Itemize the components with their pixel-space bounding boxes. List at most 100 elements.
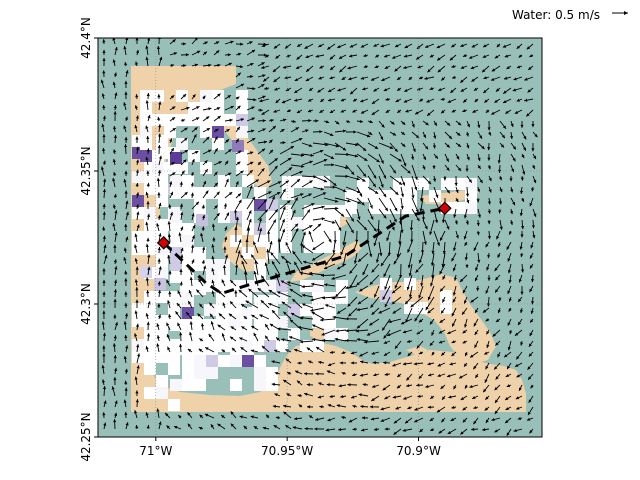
land-island-bar <box>290 240 362 282</box>
current-arrowhead <box>281 301 286 305</box>
current-arrowhead <box>518 298 522 302</box>
raster-cell <box>206 355 218 367</box>
current-arrowhead <box>305 55 309 59</box>
current-arrowhead <box>274 158 278 162</box>
current-arrowhead <box>530 385 534 389</box>
current-arrowhead <box>177 290 181 294</box>
current-arrowhead <box>113 149 117 153</box>
current-arrowhead <box>373 88 377 92</box>
current-arrowhead <box>262 426 267 430</box>
current-arrowhead <box>477 165 481 169</box>
current-arrowhead <box>180 247 184 252</box>
current-arrowhead <box>476 222 480 227</box>
current-arrowhead <box>296 56 300 60</box>
raster-cell <box>180 280 192 292</box>
current-arrowhead <box>272 125 276 130</box>
current-arrowhead <box>280 280 285 284</box>
raster-cell <box>194 247 206 259</box>
current-arrowhead <box>184 150 188 153</box>
current-arrowhead <box>114 210 118 214</box>
current-arrowhead <box>169 212 174 216</box>
current-arrowhead <box>380 44 384 48</box>
current-arrowhead <box>158 202 162 207</box>
current-arrowhead <box>237 150 242 154</box>
current-arrowhead <box>180 211 184 216</box>
current-arrowhead <box>103 244 107 248</box>
current-arrowhead <box>297 394 301 398</box>
current-arrowhead <box>135 399 139 403</box>
current-arrowhead <box>442 396 446 400</box>
current-arrowhead <box>240 254 244 259</box>
current-arrowhead <box>516 98 521 102</box>
current-arrowhead <box>281 129 285 133</box>
current-arrowhead <box>373 242 377 247</box>
current-arrowhead <box>305 78 310 81</box>
raster-cell <box>312 280 324 292</box>
current-arrowhead <box>229 336 234 340</box>
current-arrowhead <box>450 418 455 421</box>
current-arrowhead <box>225 254 229 258</box>
current-arrowhead <box>112 204 117 208</box>
current-arrowhead <box>309 87 313 91</box>
current-arrowhead <box>194 151 199 154</box>
current-arrowhead <box>158 233 162 237</box>
current-arrowhead <box>251 129 255 133</box>
raster-cell <box>312 340 324 352</box>
current-arrowhead <box>507 346 511 351</box>
current-arrowhead <box>158 101 162 105</box>
current-arrowhead <box>257 288 262 292</box>
current-arrowhead <box>384 207 388 211</box>
current-arrowhead <box>453 385 457 390</box>
current-arrowhead <box>261 44 266 48</box>
current-arrowhead <box>472 396 476 399</box>
raster-cell <box>140 90 152 102</box>
current-arrowhead <box>519 190 524 194</box>
raster-cell <box>218 187 230 199</box>
current-arrowhead <box>167 300 171 304</box>
current-arrowhead <box>318 44 322 48</box>
current-arrowhead <box>484 99 488 103</box>
current-arrowhead <box>274 209 278 213</box>
raster-cell <box>240 340 252 352</box>
current-arrowhead <box>446 189 450 194</box>
current-arrowhead <box>237 52 242 56</box>
current-arrowhead <box>101 123 105 128</box>
current-arrowhead <box>249 75 254 79</box>
current-arrowhead <box>485 318 489 322</box>
raster-cell <box>194 187 206 199</box>
current-arrowhead <box>251 326 255 329</box>
current-arrowhead <box>294 261 298 266</box>
raster-cell <box>254 379 266 391</box>
current-arrowhead <box>315 372 319 376</box>
current-arrowhead <box>512 88 517 92</box>
current-arrowhead <box>237 250 241 254</box>
current-arrowhead <box>441 110 445 114</box>
current-arrowhead <box>356 177 360 181</box>
current-arrowhead <box>306 383 310 387</box>
current-arrowhead <box>223 246 227 250</box>
current-arrowhead <box>303 260 307 264</box>
current-arrowhead <box>486 344 490 348</box>
current-arrowhead <box>451 405 455 409</box>
current-arrowhead <box>473 323 477 327</box>
current-arrowhead <box>516 355 520 360</box>
raster-cell <box>152 114 164 126</box>
current-arrowhead <box>226 129 230 133</box>
current-arrowhead <box>217 63 221 67</box>
current-arrowhead <box>124 160 128 165</box>
current-arrowhead <box>438 88 442 92</box>
current-arrowhead <box>235 138 239 143</box>
current-arrowhead <box>298 404 303 408</box>
current-arrowhead <box>423 241 427 245</box>
current-arrowhead <box>494 429 498 433</box>
current-arrowhead <box>315 54 319 58</box>
current-arrowhead <box>348 313 352 317</box>
current-arrowhead <box>437 373 441 377</box>
current-arrowhead <box>524 77 528 81</box>
current-arrowhead <box>507 258 511 262</box>
current-arrowhead <box>504 54 509 58</box>
raster-cell <box>156 183 168 195</box>
current-arrowhead <box>441 77 445 81</box>
current-arrowhead <box>274 393 278 397</box>
current-arrowhead <box>383 361 387 365</box>
